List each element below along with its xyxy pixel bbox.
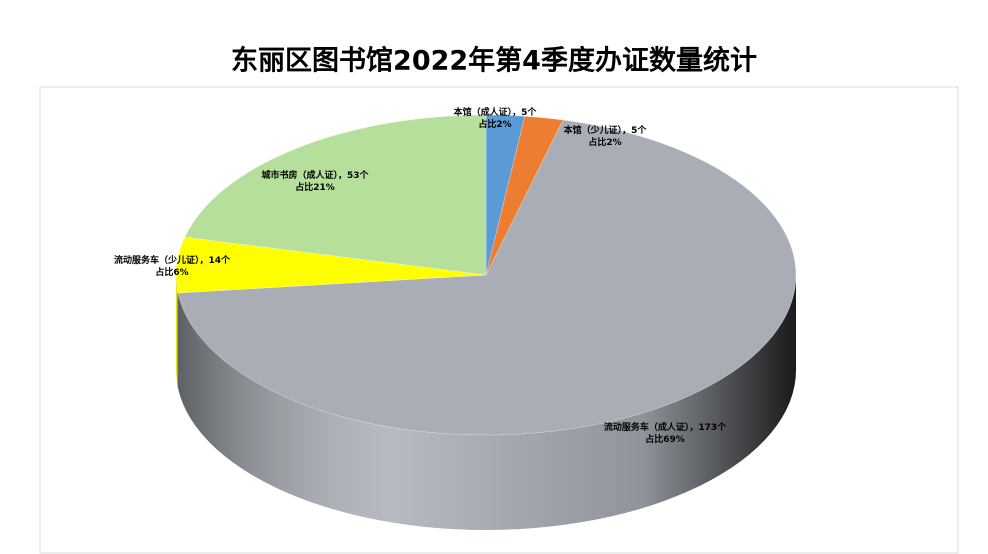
side-shade: [177, 275, 797, 530]
value-label: 14个: [209, 254, 232, 266]
label-separator: ，: [199, 256, 208, 266]
slice: [177, 119, 797, 436]
data-label: 本馆（成人证），5个: [454, 106, 538, 118]
category-name: 本馆（少儿证）: [564, 124, 623, 136]
slice: [184, 114, 487, 276]
data-label: 城市书房（成人证），53个: [261, 169, 369, 181]
percent-label: 占比2%: [588, 136, 621, 148]
value-label: 173个: [698, 421, 727, 433]
category-name: 城市书房（成人证）: [261, 169, 338, 181]
plot-area: [39, 86, 959, 554]
label-separator: ，: [338, 171, 347, 181]
label-separator: ，: [622, 126, 631, 136]
value-label: 5个: [521, 106, 537, 118]
chart-title: 东丽区图书馆2022年第4季度办证数量统计: [231, 45, 757, 77]
percent-label: 占比6%: [155, 266, 188, 278]
data-label: 流动服务车（成人证），173个: [604, 421, 727, 433]
percent-label: 占比2%: [478, 118, 511, 130]
data-label: 本馆（少儿证），5个: [564, 124, 648, 136]
side-shade: [176, 275, 178, 389]
category-name: 流动服务车（少儿证）: [114, 254, 200, 266]
percent-label: 占比21%: [295, 181, 335, 193]
percent-label: 占比69%: [645, 433, 685, 445]
label-separator: ，: [512, 108, 521, 118]
category-name: 流动服务车（成人证）: [604, 421, 690, 433]
label-separator: ，: [689, 423, 698, 433]
value-label: 5个: [631, 124, 647, 136]
category-name: 本馆（成人证）: [454, 106, 513, 118]
value-label: 53个: [347, 169, 370, 181]
data-label: 流动服务车（少儿证），14个: [114, 254, 231, 266]
